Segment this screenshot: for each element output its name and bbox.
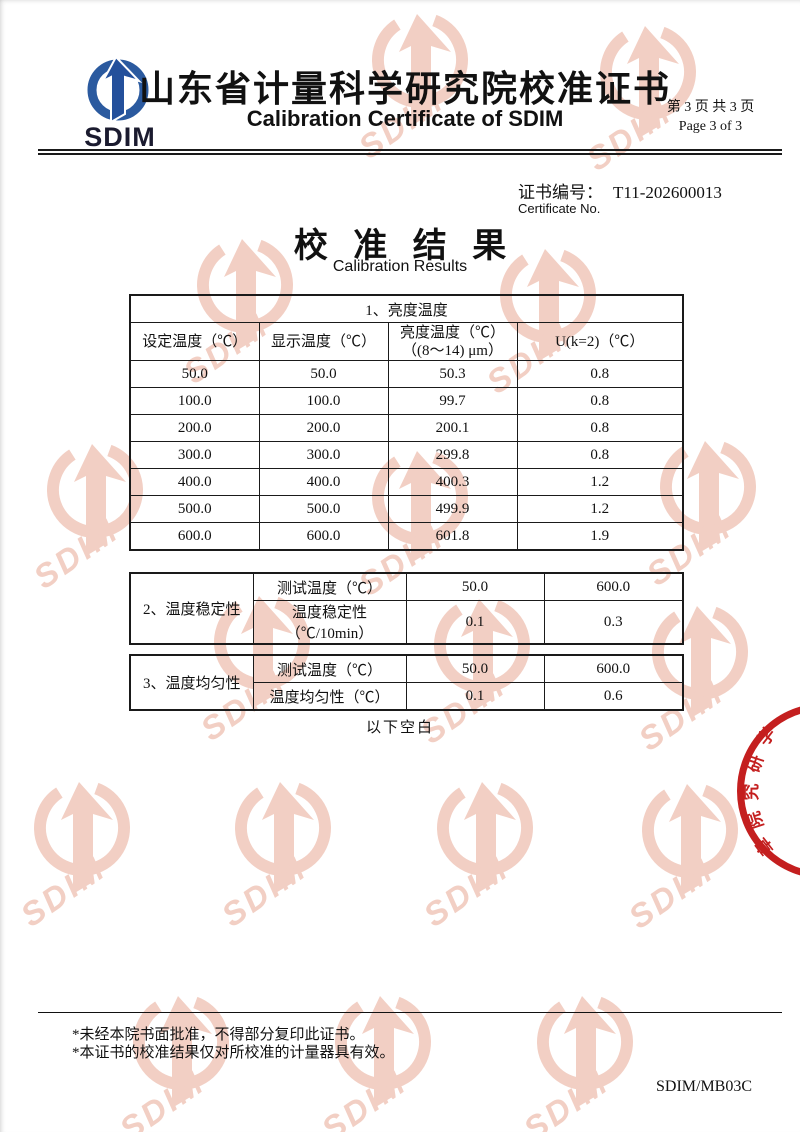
cell: 400.0 (258, 468, 389, 496)
page-number-cn: 第 3 页 共 3 页 (666, 100, 755, 115)
cell: 50.0 (129, 360, 260, 388)
sdim-logo-icon (87, 55, 149, 124)
sdim-watermark: SDIM (622, 778, 755, 955)
form-code: SDIM/MB03C (656, 1078, 753, 1095)
cell: 601.8 (387, 522, 518, 551)
page-number-en: Page 3 of 3 (678, 118, 743, 134)
watermark-text: SDIM (520, 1063, 615, 1132)
table-row: 2、温度稳定性 测试温度（℃） 50.0 600.0 (129, 572, 684, 645)
table-row: 300.0 300.0 299.8 0.8 (129, 441, 684, 469)
watermark-text: SDIM (116, 1063, 211, 1132)
cell: 50.0 (405, 572, 545, 601)
cell: 500.0 (258, 495, 389, 523)
cell: 200.0 (258, 414, 389, 442)
cell: 200.1 (387, 414, 518, 442)
watermark-text: SDIM (218, 849, 313, 934)
cell: 500.0 (129, 495, 260, 523)
cell: 0.8 (516, 441, 684, 469)
cell: 1.2 (516, 495, 684, 523)
table2-title: 2、温度稳定性 (129, 572, 254, 645)
results-title-cn: 校准结果 (293, 227, 532, 265)
blank-below-note: 以下空白 (365, 720, 434, 736)
table-row: 100.0 100.0 99.7 0.8 (129, 387, 684, 415)
table-temperature-stability: 2、温度稳定性 测试温度（℃） 50.0 600.0 温度稳定性（℃/10min… (129, 572, 684, 645)
watermark-text: SDIM (30, 511, 125, 596)
cell: 100.0 (258, 387, 389, 415)
cell: 50.0 (405, 654, 545, 683)
cell: 600.0 (543, 572, 684, 601)
cell: 0.8 (516, 360, 684, 388)
table-temperature-uniformity: 3、温度均匀性 测试温度（℃） 50.0 600.0 温度均匀性（℃） 0.1 … (129, 654, 684, 711)
table1-title: 1、亮度温度 (129, 294, 684, 323)
cell: 0.1 (405, 682, 545, 711)
table1-col3-line2: （(8～14) μm） (402, 342, 503, 359)
sdim-watermark: SDIM (417, 776, 550, 953)
cell: 1.2 (516, 468, 684, 496)
cell: 600.0 (543, 654, 684, 683)
table-row: 50.0 50.0 50.3 0.8 (129, 360, 684, 388)
table1-col2-header: 显示温度（℃） (258, 322, 389, 361)
table-row: 500.0 500.0 499.9 1.2 (129, 495, 684, 523)
table-row: 1、亮度温度 (129, 294, 684, 323)
seal-character: 究 (742, 783, 761, 801)
cell: 0.8 (516, 387, 684, 415)
cell: 0.3 (543, 600, 684, 645)
cell: 300.0 (129, 441, 260, 469)
table2-row1-label: 测试温度（℃） (252, 572, 407, 601)
cell: 50.0 (258, 360, 389, 388)
cell: 600.0 (129, 522, 260, 551)
table1-col1-header: 设定温度（℃） (129, 322, 260, 361)
footer-divider (38, 1012, 782, 1013)
table-header-row: 设定温度（℃） 显示温度（℃） 亮度温度（℃） （(8～14) μm） U(k=… (129, 322, 684, 361)
cell: 0.6 (543, 682, 684, 711)
certificate-no-label: 证书编号： (518, 183, 603, 202)
cell: 1.9 (516, 522, 684, 551)
cell: 300.0 (258, 441, 389, 469)
cell: 499.9 (387, 495, 518, 523)
watermark-text: SDIM (625, 851, 720, 936)
table1-col4-header: U(k=2)（℃） (516, 322, 684, 361)
sdim-watermark: SDIM (14, 776, 147, 953)
table-row: 3、温度均匀性 测试温度（℃） 50.0 600.0 (129, 654, 684, 711)
table-row: 400.0 400.0 400.3 1.2 (129, 468, 684, 496)
cell: 400.0 (129, 468, 260, 496)
table3-row1-label: 测试温度（℃） (252, 654, 407, 683)
results-title-en: Calibration Results (332, 258, 468, 275)
table2-row2-label: 温度稳定性（℃/10min） (252, 600, 407, 645)
cell: 400.3 (387, 468, 518, 496)
cell: 600.0 (258, 522, 389, 551)
watermark-text: SDIM (318, 1063, 413, 1132)
cell: 0.1 (405, 600, 545, 645)
table3-row2-label: 温度均匀性（℃） (252, 682, 407, 711)
header-divider (38, 149, 782, 155)
logo-text: SDIM (84, 122, 156, 152)
table3-title: 3、温度均匀性 (129, 654, 254, 711)
cell: 99.7 (387, 387, 518, 415)
certificate-no-value: T11-202600013 (613, 183, 722, 202)
footnote: *本证书的校准结果仅对所校准的计量器具有效。 (72, 1045, 395, 1061)
certificate-no-label-en: Certificate No. (518, 201, 601, 216)
cell: 100.0 (129, 387, 260, 415)
table-row: 600.0 600.0 601.8 1.9 (129, 522, 684, 551)
cell: 200.0 (129, 414, 260, 442)
table1-col3-header: 亮度温度（℃） （(8～14) μm） (387, 322, 518, 361)
table-luminance-temperature: 1、亮度温度 设定温度（℃） 显示温度（℃） 亮度温度（℃） （(8～14) μ… (129, 294, 684, 551)
table-row: 200.0 200.0 200.1 0.8 (129, 414, 684, 442)
page-number: 第 3 页 共 3 页 Page 3 of 3 (638, 99, 783, 137)
cell: 299.8 (387, 441, 518, 469)
watermark-text: SDIM (420, 849, 515, 934)
table1-col3-line1: 亮度温度（℃） (399, 324, 505, 341)
watermark-text: SDIM (17, 849, 112, 934)
cell: 50.3 (387, 360, 518, 388)
sdim-watermark: SDIM (215, 776, 348, 953)
cell: 0.8 (516, 414, 684, 442)
sdim-logo: SDIM (70, 54, 170, 153)
certificate-no-row: 证书编号： T11-202600013 (518, 178, 722, 203)
